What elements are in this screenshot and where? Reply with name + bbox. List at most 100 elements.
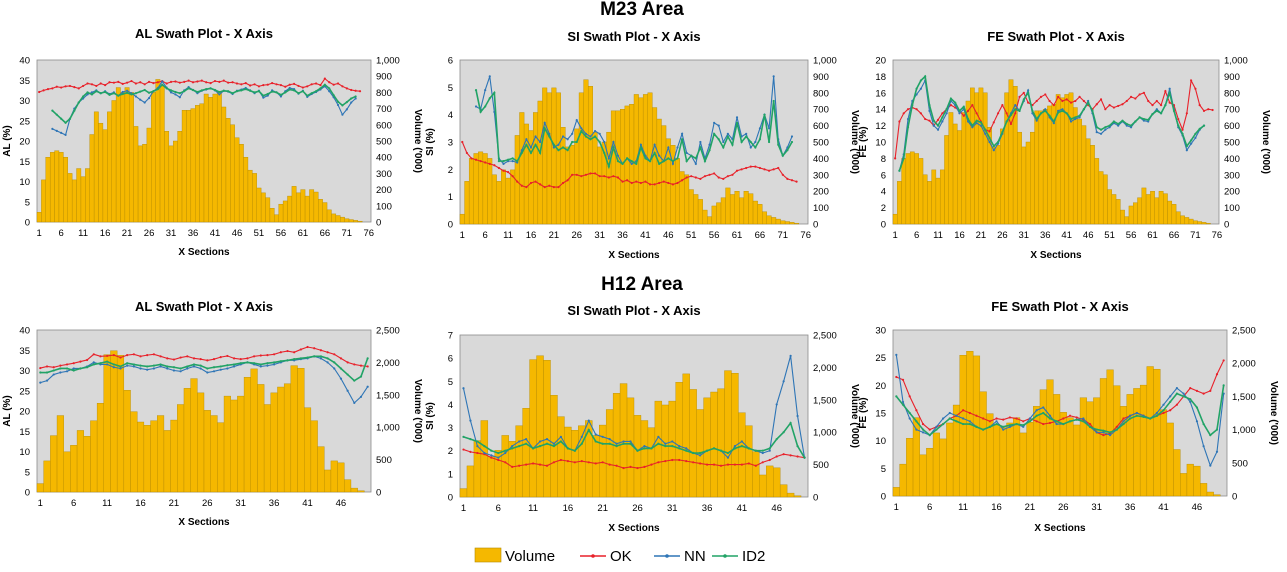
- volume-bar: [546, 92, 552, 225]
- volume-bar: [1102, 174, 1108, 225]
- series-point: [108, 81, 111, 84]
- y-tick-label: 3: [448, 423, 453, 434]
- volume-bar: [745, 425, 753, 498]
- series-point: [612, 175, 615, 178]
- series-point: [1048, 417, 1052, 420]
- series-point: [319, 357, 322, 360]
- series-point: [126, 362, 129, 365]
- series-point: [288, 86, 291, 90]
- y2-tick-label: 100: [813, 203, 829, 214]
- series-point: [1062, 417, 1065, 420]
- volume-bar: [1184, 217, 1190, 225]
- volume-bar: [212, 93, 218, 223]
- volume-bar: [129, 92, 134, 223]
- series-point: [121, 90, 124, 94]
- volume-bar: [76, 168, 82, 223]
- series-point: [705, 449, 709, 452]
- series-point: [608, 463, 611, 466]
- x-tick-label: 36: [702, 503, 713, 514]
- x-axis-label: X Sections: [1034, 523, 1086, 534]
- series-point: [593, 172, 597, 175]
- series-point: [206, 359, 209, 362]
- series-point: [782, 453, 785, 456]
- volume-bar: [647, 427, 656, 498]
- series-point: [906, 108, 910, 111]
- series-point: [288, 88, 291, 91]
- series-point: [1189, 398, 1192, 401]
- series-point: [64, 121, 67, 124]
- series-point: [525, 143, 528, 146]
- series-point: [77, 101, 80, 104]
- series-point: [690, 154, 693, 157]
- volume-bar: [277, 386, 285, 493]
- x-tick-label: 16: [526, 230, 537, 241]
- y2-tick-label: 1,000: [1232, 425, 1256, 436]
- x-tick-label: 1: [37, 228, 42, 239]
- volume-bar: [250, 368, 258, 493]
- x-tick-label: 46: [1192, 502, 1203, 513]
- volume-bar: [309, 189, 315, 223]
- volume-bar: [1066, 417, 1074, 497]
- y-tick-label: 30: [19, 366, 30, 377]
- volume-bar: [223, 395, 231, 493]
- volume-bar: [151, 92, 156, 223]
- legend-label: NN: [684, 548, 706, 565]
- chart-title: SI Swath Plot - X Axis: [567, 303, 700, 318]
- series-point: [1129, 417, 1132, 420]
- series-point: [462, 435, 465, 438]
- series-point: [648, 183, 652, 186]
- series-point: [516, 180, 519, 183]
- series-point: [629, 440, 632, 443]
- series-point: [92, 353, 95, 356]
- series-point: [796, 444, 799, 448]
- series-point: [328, 87, 331, 90]
- series-point: [796, 414, 799, 418]
- series-point: [566, 460, 569, 463]
- series-point: [262, 94, 265, 97]
- series-point: [772, 99, 775, 103]
- series-line-id2: [463, 421, 806, 459]
- series-point: [65, 363, 69, 366]
- volume-bar: [263, 404, 271, 493]
- volume-bar: [304, 407, 312, 493]
- volume-bar: [519, 112, 525, 225]
- y-tick-label: 10: [19, 447, 30, 458]
- series-point: [147, 80, 151, 83]
- volume-bar: [738, 412, 746, 498]
- y-tick-label: 0: [25, 488, 30, 499]
- x-axis-label: X Sections: [1030, 250, 1082, 261]
- series-point: [279, 360, 282, 363]
- series-point: [626, 179, 629, 182]
- y2-tick-label: 0: [1232, 492, 1237, 503]
- series-point: [525, 463, 528, 466]
- series-point: [726, 132, 729, 135]
- volume-bar: [63, 156, 68, 223]
- y2-tick-label: 800: [376, 88, 392, 99]
- series-point: [1074, 116, 1077, 119]
- series-point: [935, 428, 938, 431]
- series-point: [571, 173, 574, 176]
- series-point: [359, 395, 363, 398]
- series-point: [1181, 132, 1184, 135]
- x-tick-label: 6: [927, 502, 932, 513]
- volume-bar: [633, 415, 642, 498]
- x-tick-label: 16: [954, 230, 965, 241]
- y2-axis-label: Volume ('000): [412, 109, 423, 173]
- series-point: [699, 177, 702, 180]
- series-point: [1209, 464, 1212, 467]
- series-point: [1035, 99, 1038, 103]
- volume-bar: [661, 125, 667, 225]
- series-id2: [462, 421, 806, 459]
- volume-bar: [120, 92, 126, 223]
- volume-bar: [794, 222, 800, 225]
- x-tick-label: 46: [1083, 230, 1094, 241]
- volume-bar: [779, 484, 788, 498]
- series-point: [286, 359, 289, 362]
- series-point: [1142, 91, 1146, 94]
- y2-tick-label: 0: [1224, 220, 1229, 231]
- series-point: [1129, 414, 1132, 417]
- volume-bar: [49, 152, 55, 223]
- series-point: [139, 355, 142, 358]
- series-point: [996, 140, 1000, 144]
- series-point: [196, 90, 199, 94]
